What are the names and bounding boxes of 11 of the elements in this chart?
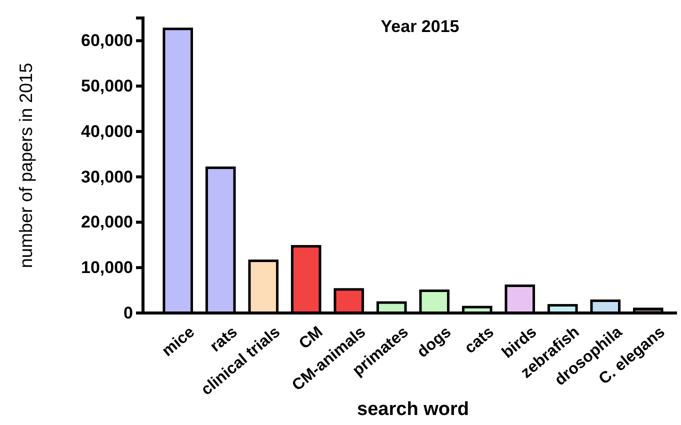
- y-tick-label: 0: [124, 303, 133, 322]
- y-tick-label: 50,000: [81, 76, 133, 96]
- y-tick-label: 60,000: [81, 31, 133, 50]
- chart-title: Year 2015: [380, 17, 460, 36]
- y-tick-label: 30,000: [81, 167, 133, 186]
- y-tick-label: 10,000: [81, 258, 133, 278]
- y-axis-title: number of papers in 2015: [16, 62, 36, 268]
- x-tick-label: cats: [462, 324, 498, 358]
- y-tick-label: 40,000: [81, 122, 133, 141]
- y-tick-label: 20,000: [81, 212, 133, 232]
- x-axis-title: search word: [357, 399, 469, 420]
